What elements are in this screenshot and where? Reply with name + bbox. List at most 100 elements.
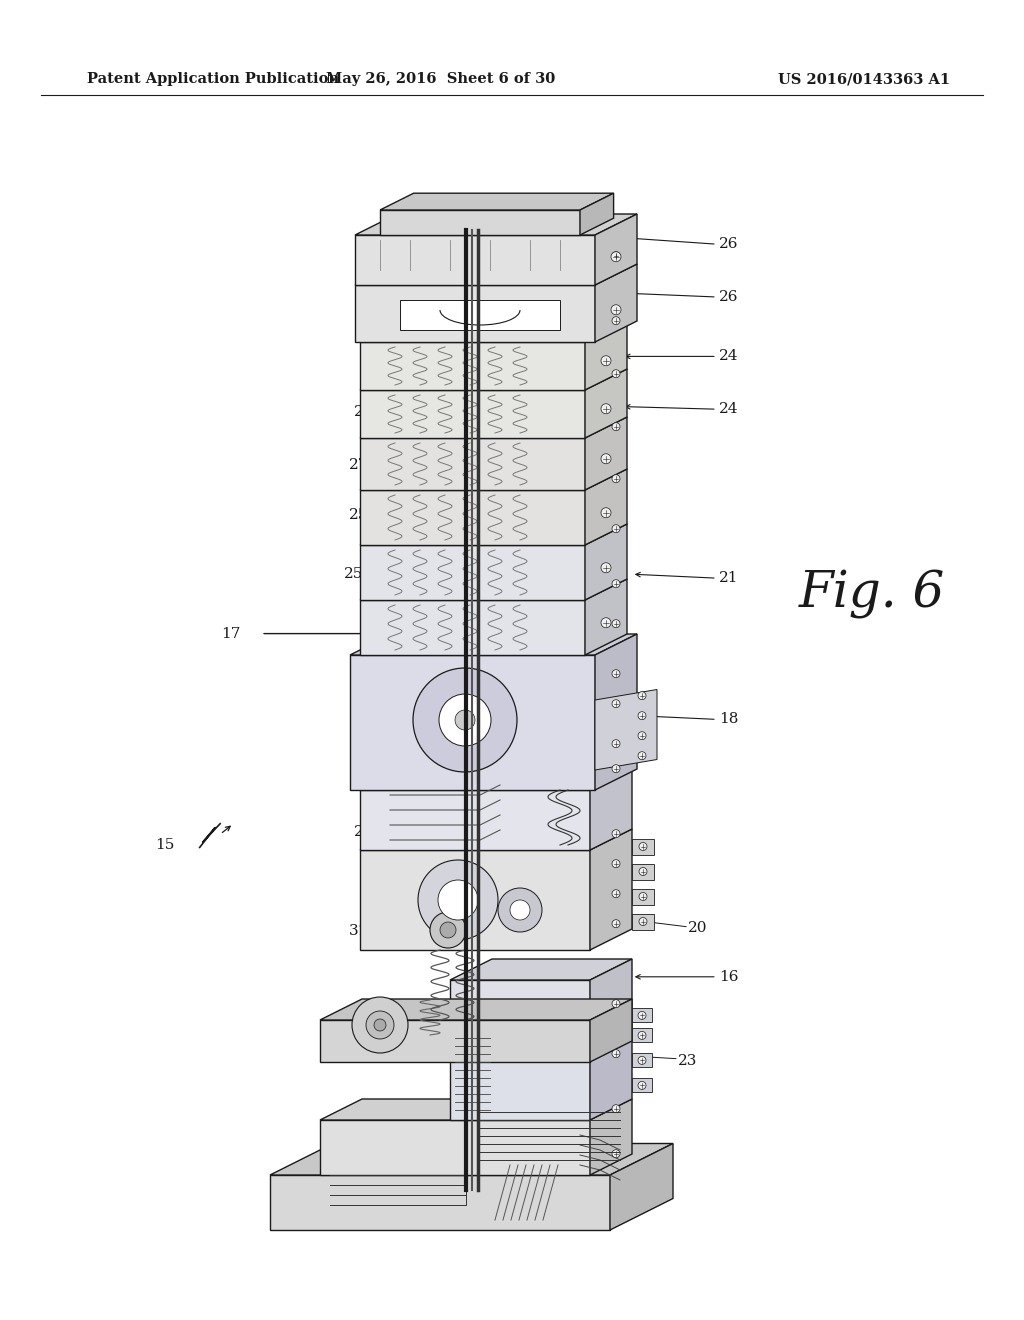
Polygon shape — [450, 979, 590, 1026]
Polygon shape — [360, 342, 585, 389]
Text: Patent Application Publication: Patent Application Publication — [87, 73, 339, 86]
Circle shape — [638, 731, 646, 739]
Circle shape — [638, 692, 646, 700]
Text: 22: 22 — [359, 704, 379, 717]
Circle shape — [352, 997, 408, 1053]
Polygon shape — [355, 264, 637, 285]
Polygon shape — [585, 417, 627, 490]
Circle shape — [639, 917, 647, 925]
Polygon shape — [270, 1143, 673, 1175]
Circle shape — [612, 370, 620, 378]
Circle shape — [601, 454, 611, 463]
Text: 25: 25 — [349, 508, 369, 521]
Polygon shape — [360, 545, 585, 601]
Polygon shape — [270, 1175, 610, 1230]
Polygon shape — [595, 689, 657, 770]
Polygon shape — [632, 863, 654, 879]
Polygon shape — [360, 829, 632, 850]
Polygon shape — [580, 193, 613, 235]
Text: 21: 21 — [719, 572, 738, 585]
Circle shape — [612, 739, 620, 747]
Circle shape — [430, 912, 466, 948]
Circle shape — [638, 751, 646, 760]
Circle shape — [612, 669, 620, 677]
Polygon shape — [360, 850, 590, 950]
Polygon shape — [610, 1143, 673, 1230]
Polygon shape — [595, 214, 637, 285]
Circle shape — [639, 842, 647, 850]
Polygon shape — [360, 789, 590, 850]
Circle shape — [612, 579, 620, 587]
Text: Fig. 6: Fig. 6 — [799, 569, 945, 619]
Circle shape — [611, 305, 621, 314]
Circle shape — [638, 1081, 646, 1089]
Circle shape — [612, 764, 620, 772]
Polygon shape — [360, 469, 627, 490]
Circle shape — [601, 356, 611, 366]
Circle shape — [638, 1056, 646, 1064]
Polygon shape — [360, 438, 585, 490]
Polygon shape — [590, 960, 632, 1026]
Text: 27: 27 — [349, 458, 369, 471]
Polygon shape — [632, 913, 654, 929]
Circle shape — [639, 892, 647, 900]
Circle shape — [612, 700, 620, 708]
Circle shape — [601, 618, 611, 628]
Polygon shape — [319, 1100, 632, 1119]
Polygon shape — [350, 655, 595, 789]
Circle shape — [601, 562, 611, 573]
Text: 24: 24 — [719, 403, 738, 416]
Polygon shape — [632, 838, 654, 854]
Circle shape — [366, 1011, 394, 1039]
Text: 20: 20 — [688, 921, 708, 935]
Text: 28: 28 — [359, 789, 379, 803]
Polygon shape — [360, 389, 585, 438]
Circle shape — [440, 921, 456, 939]
Polygon shape — [360, 321, 627, 342]
Polygon shape — [595, 634, 637, 789]
Polygon shape — [319, 1020, 590, 1063]
Text: 23: 23 — [678, 1055, 697, 1068]
Polygon shape — [360, 490, 585, 545]
Circle shape — [612, 525, 620, 533]
Text: 31: 31 — [349, 924, 369, 937]
Circle shape — [438, 880, 478, 920]
Circle shape — [612, 920, 620, 928]
Polygon shape — [585, 469, 627, 545]
Polygon shape — [632, 888, 654, 904]
Polygon shape — [590, 770, 632, 850]
Polygon shape — [632, 1008, 652, 1023]
Text: 18: 18 — [719, 713, 738, 726]
Text: 24: 24 — [719, 350, 738, 363]
Text: 27: 27 — [354, 405, 374, 418]
Polygon shape — [450, 960, 632, 979]
Circle shape — [601, 404, 611, 413]
Polygon shape — [360, 417, 627, 438]
Text: 25: 25 — [344, 568, 364, 581]
Text: 28: 28 — [354, 825, 374, 838]
Polygon shape — [632, 1078, 652, 1093]
Circle shape — [612, 1150, 620, 1158]
Circle shape — [612, 890, 620, 898]
Text: 26: 26 — [719, 238, 738, 251]
Circle shape — [498, 888, 542, 932]
Circle shape — [418, 861, 498, 940]
Text: 15: 15 — [155, 838, 174, 851]
Circle shape — [413, 668, 517, 772]
Circle shape — [439, 694, 490, 746]
Polygon shape — [595, 264, 637, 342]
Polygon shape — [632, 1053, 652, 1068]
Text: 19: 19 — [365, 737, 384, 750]
Text: 17: 17 — [221, 627, 241, 640]
Polygon shape — [360, 770, 632, 789]
Polygon shape — [590, 1100, 632, 1175]
Circle shape — [601, 508, 611, 517]
Polygon shape — [585, 524, 627, 601]
Text: 26: 26 — [719, 290, 738, 304]
Circle shape — [612, 999, 620, 1007]
Circle shape — [638, 1031, 646, 1039]
Polygon shape — [355, 285, 595, 342]
Circle shape — [374, 1019, 386, 1031]
Polygon shape — [450, 1005, 632, 1026]
Polygon shape — [450, 1026, 590, 1119]
